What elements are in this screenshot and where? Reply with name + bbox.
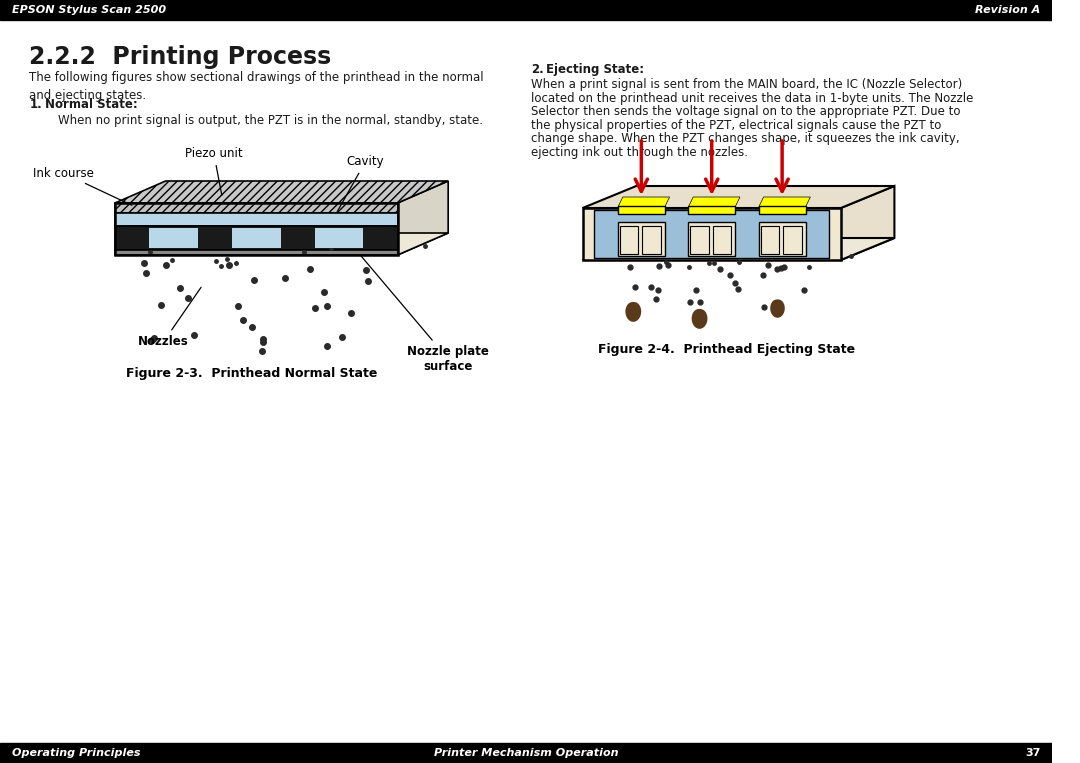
Polygon shape [114,233,448,255]
Bar [114,226,397,250]
Bar [783,226,801,254]
Text: Printer Mechanism Operation: Printer Mechanism Operation [434,748,619,758]
Bar [114,203,397,255]
Text: Figure 2-3.  Printhead Normal State: Figure 2-3. Printhead Normal State [125,367,377,380]
Bar [314,228,363,248]
Text: ejecting ink out through the nozzles.: ejecting ink out through the nozzles. [531,146,748,159]
Text: Cavity: Cavity [337,155,384,213]
Text: the physical properties of the PZT, electrical signals cause the PZT to: the physical properties of the PZT, elec… [531,118,942,131]
Text: When no print signal is output, the PZT is in the normal, standby, state.: When no print signal is output, the PZT … [58,114,484,127]
Bar [199,228,204,248]
Bar [759,222,806,256]
Bar [364,228,369,248]
Bar [232,228,281,248]
Polygon shape [114,181,448,203]
Bar [620,226,638,254]
Polygon shape [841,186,894,260]
Bar [688,222,735,256]
Text: Piezo unit: Piezo unit [185,147,243,195]
Polygon shape [618,197,670,207]
Text: Ink course: Ink course [32,166,132,205]
Bar [149,228,198,248]
Text: change shape. When the PZT changes shape, it squeezes the ink cavity,: change shape. When the PZT changes shape… [531,132,960,145]
Text: 1.: 1. [29,98,42,111]
Polygon shape [582,186,894,208]
Text: located on the printhead unit receives the data in 1-byte units. The Nozzle: located on the printhead unit receives t… [531,92,973,105]
Bar [114,213,397,226]
Polygon shape [625,302,642,322]
Text: Nozzles: Nozzles [138,288,201,348]
Polygon shape [759,197,810,207]
Bar [282,228,286,248]
Bar [582,208,841,260]
Text: 2.2.2  Printing Process: 2.2.2 Printing Process [29,45,332,69]
Text: EPSON Stylus Scan 2500: EPSON Stylus Scan 2500 [12,5,166,15]
Text: Operating Principles: Operating Principles [12,748,140,758]
Bar [144,228,148,248]
Bar [0,743,1052,763]
Text: Normal State:: Normal State: [44,98,137,111]
Bar [688,206,735,214]
Text: Revision A: Revision A [975,5,1040,15]
Bar [760,226,779,254]
Bar [643,226,661,254]
Text: When a print signal is sent from the MAIN board, the IC (Nozzle Selector): When a print signal is sent from the MAI… [531,78,962,91]
Bar [759,206,806,214]
Polygon shape [582,238,894,260]
Bar [594,210,829,258]
Text: 2.: 2. [531,63,543,76]
Polygon shape [688,197,740,207]
Bar [226,228,231,248]
Text: 37: 37 [1025,748,1040,758]
Polygon shape [691,309,707,329]
Text: The following figures show sectional drawings of the printhead in the normal
and: The following figures show sectional dra… [29,71,484,102]
Bar [618,206,664,214]
Text: Figure 2-4.  Printhead Ejecting State: Figure 2-4. Printhead Ejecting State [598,343,855,356]
Bar [690,226,708,254]
Bar [114,250,397,255]
Bar [309,228,313,248]
Bar [618,222,664,256]
Bar [0,0,1052,20]
Bar [114,203,397,213]
Bar [713,226,731,254]
Text: Selector then sends the voltage signal on to the appropriate PZT. Due to: Selector then sends the voltage signal o… [531,105,960,118]
Polygon shape [397,181,448,255]
Polygon shape [770,299,785,317]
Text: Ejecting State:: Ejecting State: [545,63,644,76]
Text: Nozzle plate
surface: Nozzle plate surface [361,255,489,373]
